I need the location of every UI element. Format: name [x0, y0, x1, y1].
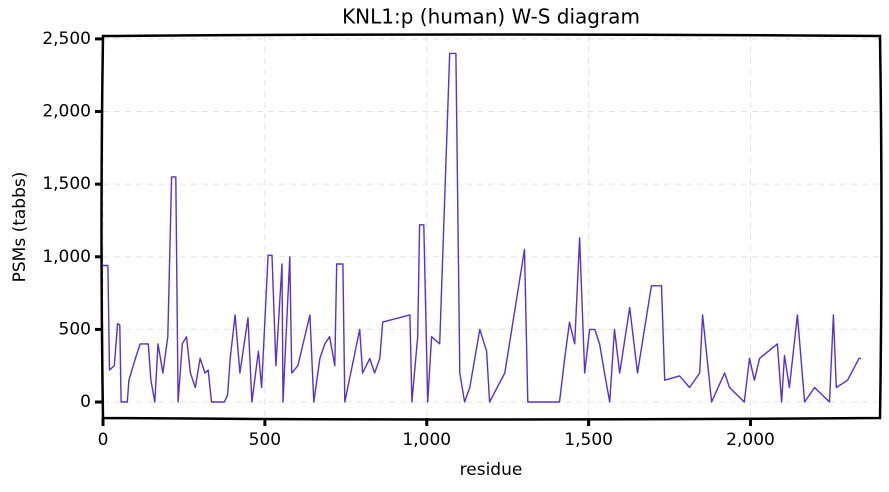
y-tick-label: 1,000 [42, 247, 91, 267]
y-tick-label: 0 [80, 392, 91, 412]
x-tick-label: 1,500 [564, 430, 613, 450]
x-tick-label: 2,000 [726, 430, 775, 450]
plot-frame [100, 33, 883, 421]
y-tick-label: 1,500 [42, 174, 91, 194]
x-axis-label: residue [460, 460, 523, 480]
y-tick-label: 2,500 [42, 29, 91, 49]
y-tick-label: 2,000 [42, 102, 91, 122]
x-tick-label: 500 [249, 430, 281, 450]
x-tick-label: 1,000 [402, 430, 451, 450]
chart-title: KNL1:p (human) W-S diagram [342, 5, 640, 29]
data-line [103, 52, 862, 403]
y-axis-label: PSMs (tabbs) [10, 172, 30, 283]
y-tick-label: 500 [59, 319, 91, 339]
x-tick-label: 0 [98, 430, 109, 450]
